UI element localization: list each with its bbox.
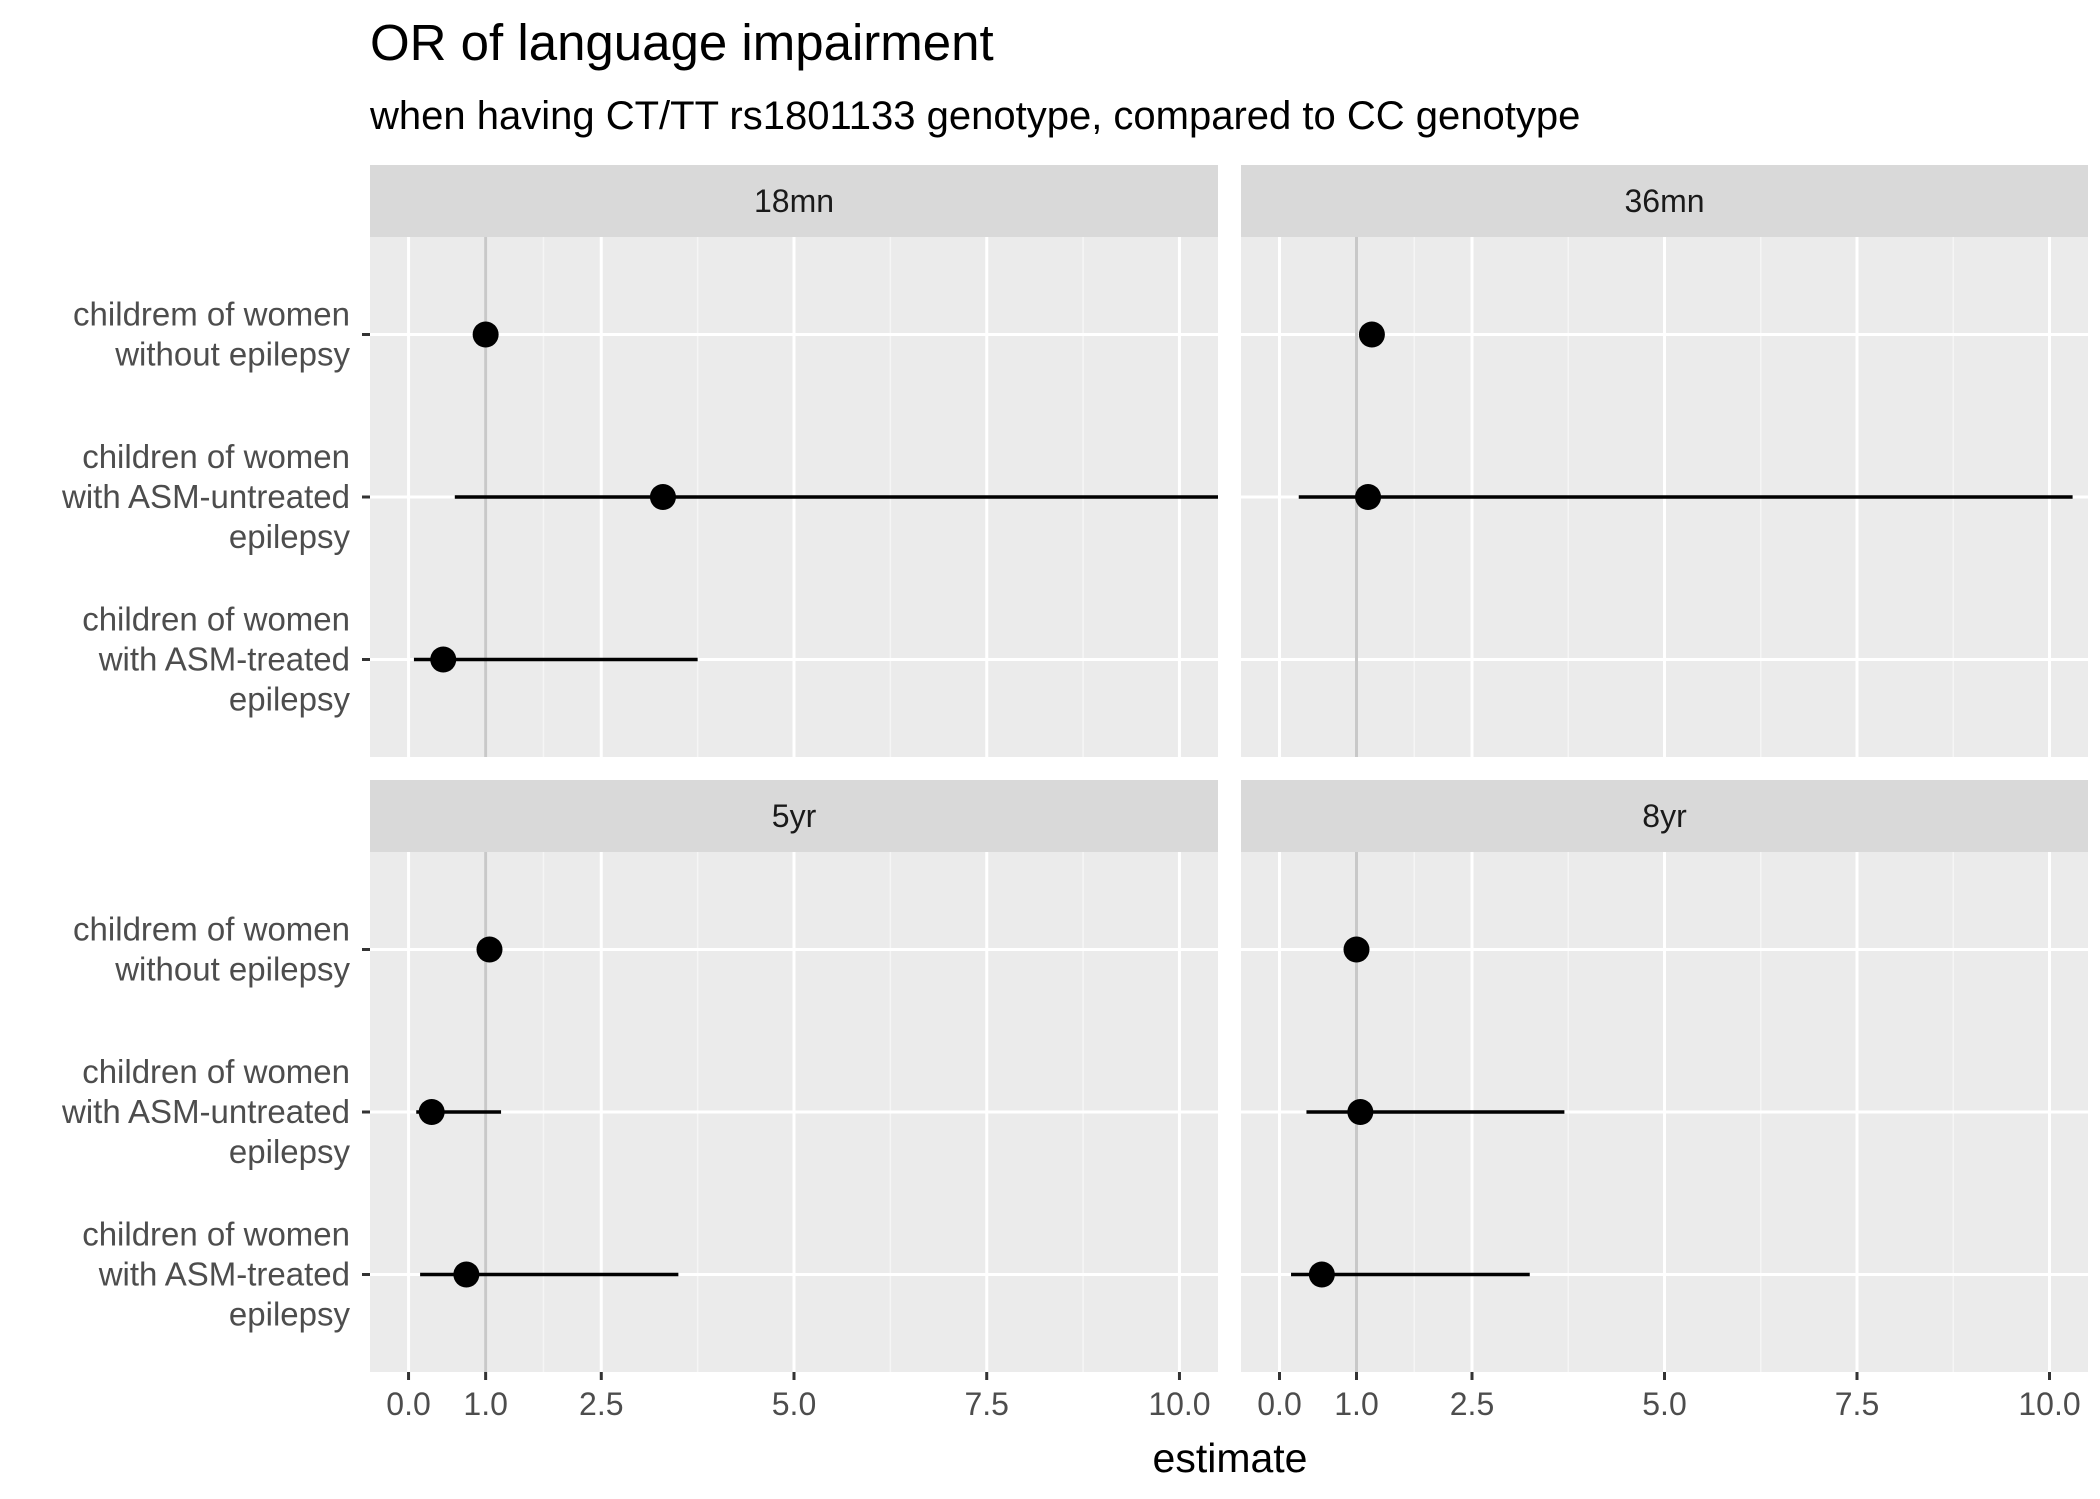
y-tick-label: with ASM-untreated	[61, 1093, 350, 1130]
x-tick-label: 7.5	[964, 1386, 1008, 1422]
x-tick-label: 5.0	[1642, 1386, 1686, 1422]
facet-strip-label: 18mn	[754, 183, 834, 219]
facet-panel-36mn: 36mn	[1241, 165, 2088, 757]
facet-strip-background	[370, 780, 1218, 852]
y-tick-label: epilepsy	[229, 1296, 351, 1333]
point-estimate	[472, 321, 499, 348]
facet-strip-background	[370, 165, 1218, 237]
x-tick-label: 1.0	[463, 1386, 507, 1422]
y-tick-label: epilepsy	[229, 518, 351, 555]
point-estimate	[430, 646, 457, 673]
y-tick-label: with ASM-untreated	[61, 478, 350, 515]
y-tick-label: childrem of women	[73, 296, 350, 333]
x-tick-label: 5.0	[772, 1386, 816, 1422]
x-tick-label: 1.0	[1334, 1386, 1378, 1422]
y-tick-label: children of women	[82, 438, 350, 475]
y-tick-label: children of women	[82, 1216, 350, 1253]
y-tick-label: without epilepsy	[114, 951, 350, 988]
y-tick-label: with ASM-treated	[98, 641, 350, 678]
facet-strip-background	[1241, 780, 2088, 852]
x-tick-label: 10.0	[2018, 1386, 2080, 1422]
facet-strip-label: 36mn	[1624, 183, 1704, 219]
facet-strip-background	[1241, 165, 2088, 237]
y-tick-label: epilepsy	[229, 681, 351, 718]
x-axis-title: estimate	[1153, 1435, 1308, 1481]
point-estimate	[418, 1099, 445, 1125]
x-tick-label: 2.5	[1450, 1386, 1494, 1422]
y-tick-label: with ASM-treated	[98, 1256, 350, 1293]
point-estimate	[1358, 321, 1385, 348]
point-estimate	[1343, 936, 1370, 963]
y-tick-label: epilepsy	[229, 1133, 351, 1170]
y-tick-label: children of women	[82, 1053, 350, 1090]
y-tick-label: without epilepsy	[114, 336, 350, 373]
x-tick-label: 0.0	[386, 1386, 430, 1422]
x-tick-label: 0.0	[1257, 1386, 1301, 1422]
chart-subtitle: when having CT/TT rs1801133 genotype, co…	[369, 94, 1580, 138]
point-estimate	[1355, 484, 1382, 510]
point-estimate	[1347, 1099, 1374, 1125]
y-tick-label: children of women	[82, 601, 350, 638]
x-tick-label: 2.5	[579, 1386, 623, 1422]
x-tick-label: 10.0	[1148, 1386, 1210, 1422]
point-estimate	[1308, 1261, 1335, 1288]
x-tick-label: 7.5	[1835, 1386, 1879, 1422]
point-estimate	[649, 484, 676, 510]
y-tick-label: childrem of women	[73, 911, 350, 948]
point-estimate	[453, 1261, 480, 1288]
chart-title: OR of language impairment	[370, 14, 994, 71]
facet-panel-8yr: 8yr 0.0 1.0 2.5 5.0 7.5 10.0	[1241, 780, 2088, 1422]
facet-strip-label: 8yr	[1642, 798, 1687, 834]
facet-strip-label: 5yr	[772, 798, 817, 834]
point-estimate	[476, 936, 503, 963]
